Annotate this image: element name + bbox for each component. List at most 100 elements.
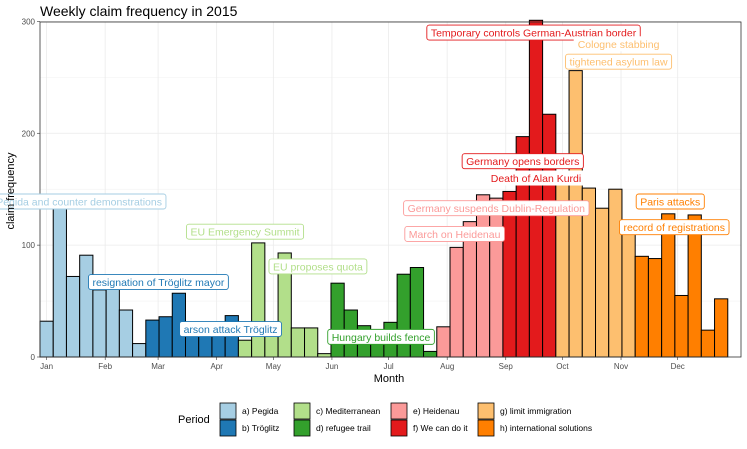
bar — [105, 286, 120, 358]
annotation-box — [179, 321, 282, 337]
annotation-box — [619, 219, 730, 236]
legend: Period a) Pegida b) Tröglitz c) Mediterran… — [178, 402, 592, 437]
y-tick-label: 300 — [22, 17, 36, 26]
bar — [634, 255, 649, 358]
legend-swatch — [477, 402, 495, 420]
annotation-label: resignation of Tröglitz mayor — [88, 274, 229, 290]
x-tick-label: Nov — [614, 362, 628, 371]
bar — [39, 320, 54, 358]
annotation-label: Cologne stabbing — [573, 36, 664, 52]
annotation-label: Germany suspends Dublin-Regulation — [403, 200, 590, 217]
plot-area: 0 100 200 300 Jan Feb Mar Apr May Jun Jul Aug Sep Oct… — [0, 17, 742, 371]
chart-title: Weekly claim frequency in 2015 — [40, 3, 238, 19]
legend-swatch — [390, 402, 408, 420]
bar — [502, 190, 517, 358]
bar — [647, 258, 663, 358]
annotation-box — [185, 223, 305, 240]
annotation-label: record of registrations — [619, 219, 730, 236]
legend-label: d) refugee trail — [316, 423, 371, 433]
bar — [251, 242, 266, 358]
annotation-text: arson attack Tröglitz — [184, 324, 278, 336]
annotation-label: tightened asylum law — [565, 53, 673, 70]
legend-label: g) limit immigration — [500, 406, 572, 416]
x-tick-label: Jul — [383, 362, 393, 371]
annotation-text: record of registrations — [623, 222, 725, 234]
annotation-text: tightened asylum law — [570, 57, 668, 69]
bar — [317, 353, 332, 358]
annotation-label: EU Emergency Summit — [185, 223, 305, 240]
annotation-text: Cologne stabbing — [578, 39, 660, 51]
annotation-text: Death of Alan Kurdi — [491, 173, 581, 185]
annotation-label: Hungary builds fence — [327, 328, 435, 345]
annotation-box — [0, 193, 167, 210]
annotation-label: Death of Alan Kurdi — [486, 170, 586, 186]
bar — [237, 339, 253, 358]
bar — [65, 275, 81, 358]
x-tick-label: May — [266, 362, 281, 371]
bar — [621, 224, 636, 358]
annotation-backdrop — [573, 36, 664, 52]
annotation-box — [635, 193, 705, 210]
annotation-label: Pegida and counter demonstrations — [0, 193, 167, 210]
bar — [462, 221, 477, 358]
bar — [423, 350, 438, 358]
y-tick-label: 100 — [22, 241, 36, 250]
bar — [304, 327, 319, 358]
bar — [79, 254, 94, 358]
bar — [475, 194, 491, 358]
annotation-text: Hungary builds fence — [332, 332, 431, 344]
annotation-box — [88, 274, 229, 290]
legend-swatch — [477, 419, 495, 437]
legend-label: a) Pegida — [242, 406, 279, 416]
y-axis-title: claim frequency — [5, 152, 17, 230]
annotation-box — [565, 53, 673, 70]
bar — [330, 282, 345, 358]
legend-label: e) Heidenau — [413, 406, 460, 416]
bar — [52, 207, 67, 358]
x-tick-label: Mar — [151, 362, 165, 371]
bar — [132, 343, 147, 358]
annotation-label: EU proposes quota — [268, 258, 368, 275]
bar — [608, 188, 623, 358]
annotation-text: Germany opens borders — [466, 156, 579, 168]
legend-swatch — [390, 419, 408, 437]
x-tick-label: Aug — [440, 362, 454, 371]
bar — [449, 246, 464, 358]
annotation-box — [461, 153, 584, 170]
annotation-backdrop — [486, 170, 586, 186]
legend-swatch — [293, 419, 311, 437]
x-tick-label: Feb — [98, 362, 112, 371]
annotation-box — [403, 200, 590, 217]
bar — [118, 309, 134, 358]
legend-swatch — [219, 419, 237, 437]
annotation-text: March on Heidenau — [409, 229, 501, 241]
bar — [436, 326, 451, 358]
legend-swatch — [293, 402, 311, 420]
bar — [687, 214, 702, 358]
x-axis-title: Month — [374, 373, 405, 385]
annotation-label: March on Heidenau — [404, 225, 505, 242]
y-tick-label: 0 — [31, 353, 36, 362]
legend-label: c) Mediterranean — [316, 406, 381, 416]
annotation-text: Germany suspends Dublin-Regulation — [408, 203, 586, 215]
legend-swatch — [219, 402, 237, 420]
bar — [528, 19, 544, 358]
annotation-label: Paris attacks — [635, 193, 705, 210]
annotation-label: Germany opens borders — [461, 153, 584, 170]
x-tick-label: Dec — [671, 362, 685, 371]
annotation-text: EU Emergency Summit — [190, 227, 299, 239]
x-tick-label: Sep — [499, 362, 514, 371]
bar — [290, 327, 306, 358]
annotation-text: resignation of Tröglitz mayor — [92, 277, 224, 289]
legend-title: Period — [178, 414, 210, 426]
x-tick-label: Oct — [556, 362, 569, 371]
annotation-box — [327, 328, 435, 345]
x-tick-label: Apr — [210, 362, 223, 371]
annotation-box — [404, 225, 505, 242]
x-tick-label: Jun — [325, 362, 338, 371]
bar — [145, 319, 160, 358]
bar — [661, 213, 676, 358]
annotation-box — [268, 258, 368, 275]
legend-label: h) international solutions — [500, 423, 592, 433]
